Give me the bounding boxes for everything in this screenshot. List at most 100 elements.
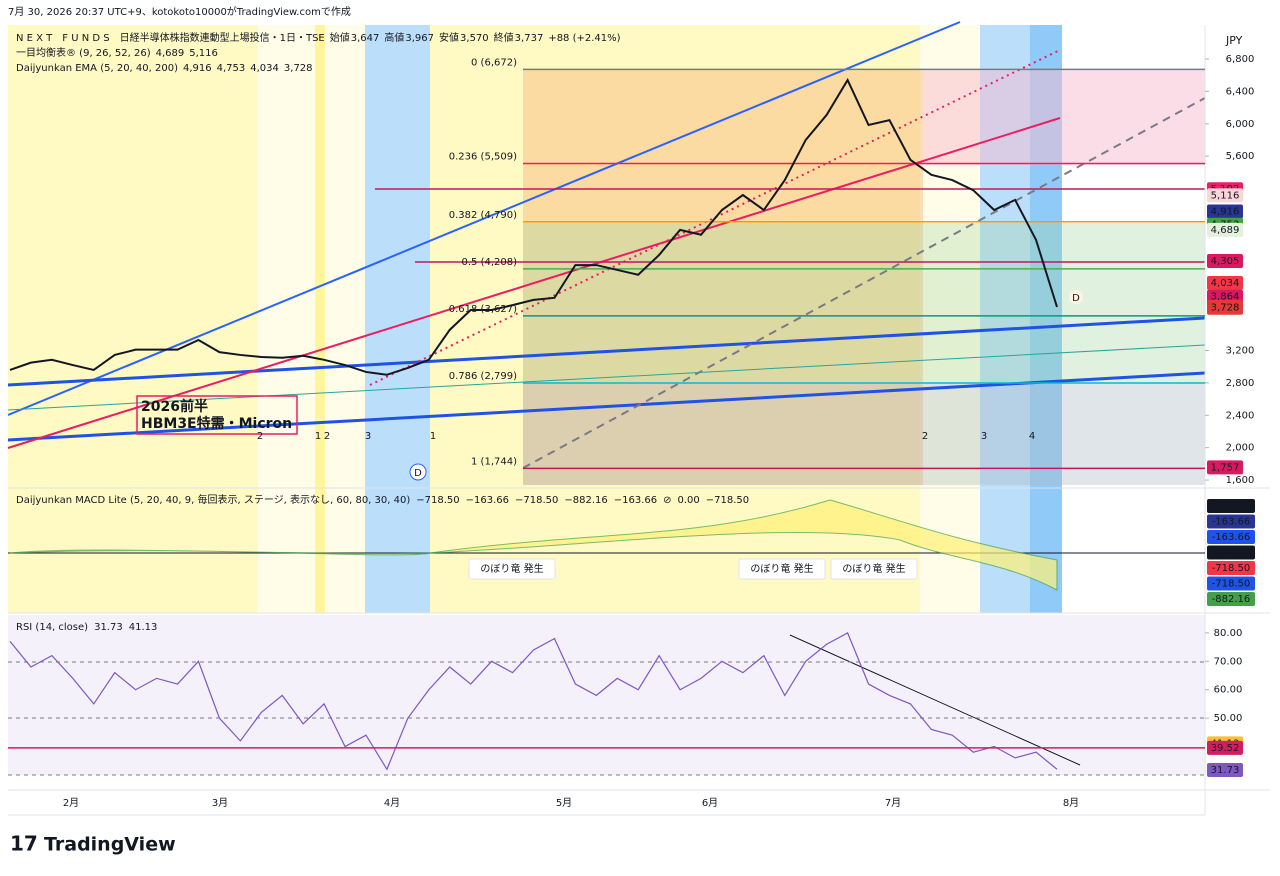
legend-text: 始値: [330, 31, 350, 44]
legend-text: 3,570: [460, 33, 489, 44]
macd-value: −163.66: [614, 495, 657, 506]
macd-badge: [1207, 530, 1255, 544]
y-tick-label: 6,400: [1226, 86, 1255, 97]
annotation: 2026前半: [141, 398, 208, 415]
logo: 17 TradingView: [10, 832, 176, 856]
x-tick-label: 5月: [556, 797, 572, 809]
marker: [409, 463, 427, 481]
y-tick-label: 3,200: [1226, 345, 1255, 356]
wave-label: 3: [365, 431, 371, 442]
macd-badge: [1207, 561, 1255, 575]
x-tick-label: 4月: [384, 797, 400, 809]
marker-label: D: [414, 468, 422, 479]
macd-name: Daijyunkan MACD Lite (5, 20, 40, 9, 毎回表示…: [16, 493, 410, 506]
wave-label: 2: [257, 431, 263, 442]
macd-value: ⊘: [663, 495, 671, 506]
price-badge-label: 4,689: [1211, 225, 1240, 236]
price-badge-label: 4,916: [1211, 207, 1240, 218]
currency: JPY: [1225, 34, 1243, 47]
legend-text: N E X T F U N D S 日経半導体株指数連動型上場投信・1日・TSE: [16, 31, 325, 44]
macd-value: 0.00: [678, 495, 700, 506]
price-badge: [1207, 204, 1243, 219]
legend-text: 3,728: [284, 63, 313, 74]
rsi-name: RSI (14, close): [16, 622, 88, 633]
legend-text: 安値: [439, 31, 459, 44]
rsi-badge: [1207, 763, 1243, 778]
legend-text: 3,737: [515, 33, 544, 44]
legend-text: 一目均衡表® (9, 26, 52, 26): [16, 46, 151, 59]
macd-badge-label: -718.50: [1212, 579, 1251, 590]
x-tick-label: 8月: [1063, 797, 1079, 809]
y-tick-label: 6,800: [1226, 54, 1255, 65]
logo-icon: 17: [10, 832, 38, 856]
fib-label: 0.786 (2,799): [449, 371, 517, 382]
macd-badge: [1207, 545, 1255, 560]
x-tick-label: 3月: [212, 797, 228, 809]
signal-box: [830, 558, 918, 580]
price-badge-label: 3,728: [1211, 303, 1240, 314]
legend-text: 3,647: [351, 33, 380, 44]
rsi-value: 41.13: [129, 622, 158, 633]
x-tick-label: 2月: [63, 797, 79, 809]
y-tick-label: 70.00: [1214, 656, 1243, 667]
fib-label: 0.5 (4,208): [461, 257, 517, 268]
legend-text: 高値: [384, 31, 404, 44]
price-badge-label: 4,305: [1211, 256, 1240, 267]
wave-label: 2: [324, 431, 330, 442]
wave-label: 4: [1029, 431, 1035, 442]
price-badge: [1207, 254, 1243, 269]
y-tick-label: 2,800: [1226, 378, 1255, 389]
y-tick-label: 5,600: [1226, 151, 1255, 162]
macd-value: −718.50: [515, 495, 558, 506]
rsi-badge-label: 31.73: [1211, 765, 1240, 776]
legend-text: Daijyunkan EMA (5, 20, 40, 200): [16, 63, 178, 74]
signal-box: [468, 558, 556, 580]
rsi-badge: [1207, 740, 1243, 755]
y-tick-label: 2,000: [1226, 443, 1255, 454]
fib-label: 1 (1,744): [471, 456, 517, 467]
bands: [8, 25, 1205, 775]
y-tick-label: 50.00: [1214, 713, 1243, 724]
macd-badge-label: 0.00: [1220, 501, 1242, 512]
macd-value: −718.50: [416, 495, 459, 506]
fib-label: 0 (6,672): [471, 57, 517, 68]
fib-label: 0.236 (5,509): [449, 152, 517, 163]
signal-box: [738, 558, 826, 580]
wave-label: 1: [430, 431, 436, 442]
legend-text: 終値: [494, 31, 514, 44]
macd-value: −163.66: [466, 495, 509, 506]
macd-badge: [1207, 499, 1255, 513]
macd-badge-label: -882.16: [1212, 594, 1251, 605]
signal-label: のぼり竜 発生: [750, 562, 813, 575]
rsi-value: 31.73: [94, 622, 123, 633]
caption: 7月 30, 2026 20:37 UTC+9、kotokoto10000がTr…: [8, 5, 351, 18]
macd-badge: [1207, 576, 1255, 591]
rsi-badge-label: 39.52: [1211, 743, 1240, 754]
y-tick-label: 2,400: [1226, 410, 1255, 421]
price-badge-label: 4,034: [1211, 278, 1240, 289]
signal-label: のぼり竜 発生: [480, 562, 543, 575]
price-badge: [1207, 275, 1243, 290]
macd-badge-label: -163.66: [1212, 517, 1251, 528]
rsi-line: [9, 632, 1058, 771]
macd-badge: [1207, 592, 1255, 606]
legend-text: 5,116: [189, 48, 218, 59]
y-tick-label: 6,000: [1226, 119, 1255, 130]
legend-text: 4,034: [250, 63, 279, 74]
legend-text: 4,689: [156, 48, 185, 59]
macd-badge-label: -718.50: [1212, 563, 1251, 574]
annotation: HBM3E特需・Micron: [141, 415, 292, 432]
price-line: [9, 77, 1058, 376]
macd-area: [9, 499, 1058, 591]
y-tick-label: 80.00: [1214, 628, 1243, 639]
price-badge-label: 5,116: [1211, 190, 1240, 201]
legend-text: +88 (+2.41%): [548, 33, 620, 44]
signal-label: のぼり竜 発生: [842, 562, 905, 575]
price-badge: [1207, 222, 1243, 237]
price-badge: [1207, 460, 1243, 475]
macd-value: −718.50: [706, 495, 749, 506]
wave-label: 3: [981, 431, 987, 442]
macd-badge: [1207, 514, 1255, 529]
marker-label: D: [1072, 293, 1080, 304]
macd-value: −882.16: [564, 495, 607, 506]
